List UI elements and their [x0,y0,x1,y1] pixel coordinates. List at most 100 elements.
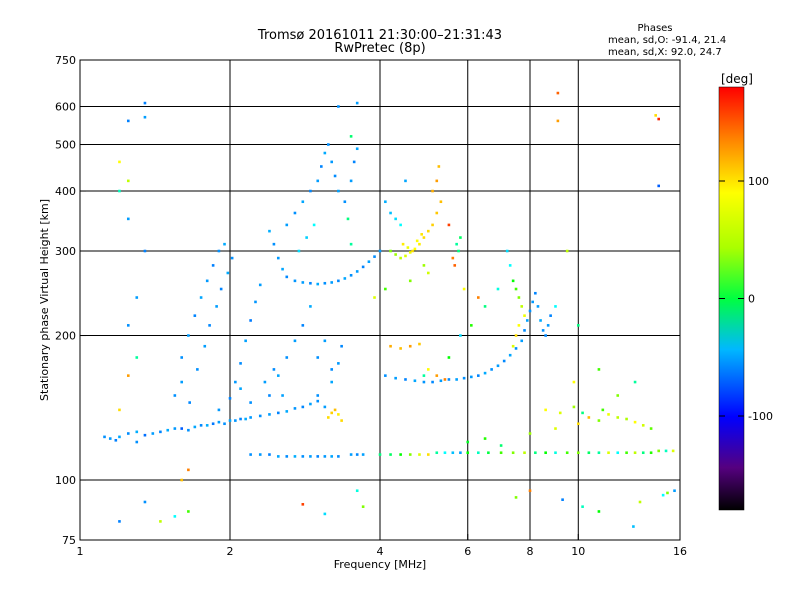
data-point [404,254,407,258]
data-point [511,451,515,455]
data-point [487,451,490,455]
data-point [333,408,337,412]
y-tick-label: 750 [55,54,76,67]
data-point [505,249,509,253]
data-point [126,179,130,183]
data-point [459,236,462,239]
data-point [453,264,457,267]
data-point [118,189,121,193]
data-point [180,356,184,359]
data-point [541,329,545,332]
data-point [211,264,215,267]
data-point [435,179,439,183]
data-point [455,242,458,246]
stats-o-line: mean, sd,O: -91.4, 21.4 [608,35,726,46]
data-point [244,417,247,421]
data-point [664,449,668,453]
data-point [281,267,284,271]
data-point [536,305,540,308]
data-point [394,376,397,380]
data-point [346,217,350,221]
data-point [470,375,473,379]
data-point [462,376,466,380]
data-point [523,314,526,317]
data-point [126,119,130,123]
data-point [211,422,215,426]
data-point [143,500,147,504]
data-point [355,270,359,273]
data-point [114,438,118,442]
data-point [399,223,402,227]
data-point [520,339,524,343]
y-axis-ticks: 75 100 200 300 400 500 600 750 [55,54,86,547]
data-point [661,493,665,497]
data-point [293,339,297,343]
x-tick-label: 4 [377,545,384,558]
data-point [301,324,305,327]
data-point [422,236,426,239]
data-point [408,344,412,348]
data-point [337,413,340,416]
data-point [455,378,458,381]
data-point [349,179,353,183]
data-point [657,449,660,453]
data-point [135,296,139,299]
data-point [439,379,443,383]
data-point [193,314,197,317]
data-point [249,453,252,456]
data-point [349,453,353,456]
data-point [435,374,439,377]
data-point [320,165,323,168]
data-point [523,451,526,455]
data-point [483,437,487,440]
data-point [649,427,653,430]
data-point [285,275,289,279]
data-point [316,399,320,403]
data-point [641,451,645,455]
data-point [466,440,470,444]
colorbar-ticks: 100 0 -100 [719,175,773,423]
data-point [135,430,139,434]
data-point [343,200,347,204]
data-point [457,249,460,253]
data-point [666,491,669,495]
data-point [258,453,262,456]
data-point [565,451,569,455]
data-point [309,189,312,193]
data-point [581,411,584,415]
data-point [671,449,675,453]
data-point [355,101,359,105]
data-point [554,305,557,308]
data-point [219,287,223,291]
data-point [203,344,207,348]
data-point [470,324,473,327]
data-point [309,305,312,308]
data-point [268,413,271,416]
data-point [389,453,392,456]
colorbar-tick-label: -100 [748,410,773,423]
data-point [607,451,610,455]
data-point [323,151,327,155]
data-point [625,451,628,455]
data-point [230,256,234,260]
data-point [272,242,276,246]
data-point [217,249,221,253]
data-point [263,380,267,384]
data-point [531,300,534,304]
data-point [323,281,327,285]
data-point [193,425,197,429]
data-point [244,339,247,343]
data-point [539,319,542,322]
data-point [312,223,316,227]
data-point [654,114,657,117]
data-point [544,451,547,455]
y-tick-label: 500 [55,139,76,152]
data-point [217,420,221,424]
data-point [514,287,518,291]
data-point [404,179,407,183]
data-point [143,249,147,253]
data-point [576,422,580,426]
x-tick-label: 1 [77,545,84,558]
data-point [361,505,365,508]
data-point [254,300,257,304]
